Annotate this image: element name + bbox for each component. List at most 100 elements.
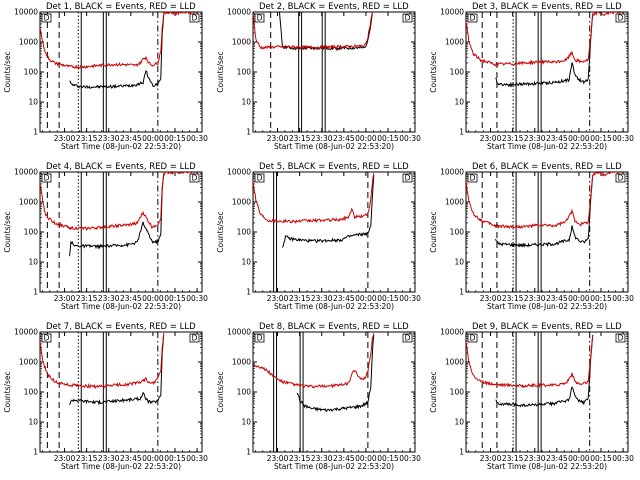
lld-series-line: [253, 12, 373, 51]
events-series-line: [495, 14, 594, 88]
y-tick-label: 100: [237, 228, 252, 237]
x-tick-label: 00:30: [612, 294, 634, 303]
plot-area: [253, 172, 375, 292]
plot-frame: [465, 331, 629, 453]
detector-marker-label: D: [405, 174, 411, 183]
chart-panel-8: Det 8, BLACK = Events, RED = LLD 1 10 100 10…: [216, 322, 421, 471]
x-axis-label: Start Time (08-Jun-02 22:53:20): [61, 462, 181, 471]
y-axis-label: Counts/sec: [3, 51, 12, 92]
plot-frame: [252, 171, 416, 293]
lld-series-line: [466, 334, 594, 389]
x-axis-label: Start Time (08-Jun-02 22:53:20): [487, 302, 607, 311]
detector-marker-box: [467, 13, 478, 23]
x-tick-label: 00:30: [186, 454, 208, 463]
detector-marker-box: [467, 173, 478, 183]
x-tick-label: 23:30: [98, 454, 120, 463]
x-tick-label: 23:00: [267, 294, 289, 303]
y-axis-label: Counts/sec: [3, 211, 12, 252]
x-tick-label: 00:00: [142, 454, 164, 463]
x-axis-label: Start Time (08-Jun-02 22:53:20): [61, 142, 181, 151]
x-tick-label: 00:00: [355, 134, 377, 143]
x-axis-label: Start Time (08-Jun-02 22:53:20): [487, 142, 607, 151]
x-axis-label: Start Time (08-Jun-02 22:53:20): [274, 302, 394, 311]
lld-series-line: [253, 173, 375, 224]
y-tick-label: 1: [246, 128, 251, 137]
y-tick-label: 1000: [232, 198, 251, 207]
x-tick-label: 23:00: [480, 134, 502, 143]
y-tick-label: 10: [454, 418, 464, 427]
x-tick-label: 00:15: [377, 454, 399, 463]
plot-frame: [39, 11, 203, 133]
chart-panel-3: Det 3, BLACK = Events, RED = LLD 1 10 100 10…: [429, 2, 634, 151]
x-tick-label: 23:30: [524, 454, 546, 463]
x-tick-label: 00:15: [164, 134, 186, 143]
plot-frame: [465, 171, 629, 293]
x-tick-label: 23:15: [502, 454, 524, 463]
y-tick-label: 1000: [19, 198, 38, 207]
x-tick-label: 23:00: [54, 134, 76, 143]
plot-frame: [39, 171, 203, 293]
detector-marker-box: [615, 333, 626, 343]
y-tick-label: 10000: [440, 8, 464, 17]
x-tick-label: 00:15: [164, 454, 186, 463]
x-tick-label: 23:30: [524, 294, 546, 303]
detector-marker-label: D: [405, 334, 411, 343]
lld-series-line: [40, 12, 196, 70]
y-tick-label: 1: [246, 448, 251, 457]
x-tick-label: 00:00: [355, 294, 377, 303]
x-tick-label: 23:00: [480, 454, 502, 463]
y-axis-label: Counts/sec: [429, 371, 438, 412]
y-tick-label: 100: [237, 388, 252, 397]
x-axis-label: Start Time (08-Jun-02 22:53:20): [61, 302, 181, 311]
y-tick-label: 10000: [227, 168, 251, 177]
y-axis-label: Counts/sec: [429, 51, 438, 92]
x-tick-label: 23:30: [98, 134, 120, 143]
x-tick-label: 23:30: [311, 134, 333, 143]
plot-area: [466, 172, 621, 292]
y-tick-label: 10: [454, 98, 464, 107]
x-tick-label: 23:00: [54, 294, 76, 303]
x-tick-label: 00:00: [568, 454, 590, 463]
panel-title: Det 1, BLACK = Events, RED = LLD: [46, 2, 196, 12]
y-tick-label: 10: [28, 418, 38, 427]
y-axis-label: Counts/sec: [216, 371, 225, 412]
panel-title: Det 2, BLACK = Events, RED = LLD: [259, 2, 409, 12]
x-tick-label: 00:00: [568, 134, 590, 143]
plot-frame: [252, 331, 416, 453]
chart-panel-4: Det 4, BLACK = Events, RED = LLD 1 10 100 10…: [3, 162, 208, 311]
x-tick-label: 23:00: [267, 454, 289, 463]
x-tick-label: 23:45: [120, 454, 142, 463]
y-tick-label: 1: [459, 128, 464, 137]
detector-marker-label: D: [257, 14, 263, 23]
y-tick-label: 1000: [445, 38, 464, 47]
x-tick-label: 00:30: [612, 454, 634, 463]
y-tick-label: 100: [24, 228, 39, 237]
events-series-line: [69, 14, 165, 89]
detector-marker-box: [189, 13, 200, 23]
x-tick-label: 23:15: [289, 134, 311, 143]
chart-panel-1: Det 1, BLACK = Events, RED = LLD 1 10 100 10…: [3, 2, 208, 151]
y-tick-label: 10000: [227, 8, 251, 17]
x-tick-label: 00:00: [568, 294, 590, 303]
detector-marker-box: [41, 173, 52, 183]
detector-marker-box: [41, 13, 52, 23]
x-axis-label: Start Time (08-Jun-02 22:53:20): [274, 142, 394, 151]
plot-area: [466, 332, 594, 452]
plot-frame: [252, 11, 416, 133]
x-tick-label: 00:00: [142, 134, 164, 143]
x-tick-label: 00:15: [377, 294, 399, 303]
x-tick-label: 00:15: [590, 294, 612, 303]
y-tick-label: 10: [28, 98, 38, 107]
x-tick-label: 23:00: [267, 134, 289, 143]
y-tick-label: 1000: [232, 358, 251, 367]
lld-series-line: [40, 333, 165, 390]
y-tick-label: 1000: [445, 198, 464, 207]
x-tick-label: 00:30: [399, 294, 421, 303]
detector-marker-box: [402, 173, 413, 183]
x-tick-label: 23:45: [333, 294, 355, 303]
y-axis-label: Counts/sec: [429, 211, 438, 252]
y-tick-label: 1: [33, 128, 38, 137]
chart-panel-2: Det 2, BLACK = Events, RED = LLD 1 10 100 10…: [216, 2, 421, 151]
x-tick-label: 00:15: [164, 294, 186, 303]
x-tick-label: 00:15: [590, 134, 612, 143]
